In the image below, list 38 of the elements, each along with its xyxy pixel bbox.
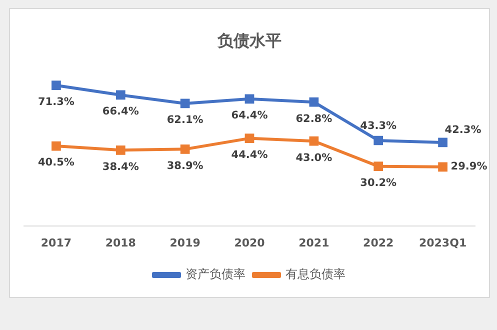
data-label: 30.2% bbox=[360, 177, 398, 190]
data-label: 40.5% bbox=[38, 156, 75, 169]
point bbox=[180, 144, 190, 154]
data-label: 29.9% bbox=[450, 160, 488, 173]
point bbox=[438, 138, 448, 148]
data-label: 43.3% bbox=[360, 120, 398, 132]
point bbox=[438, 162, 448, 172]
point bbox=[244, 134, 254, 144]
point bbox=[374, 136, 384, 146]
point bbox=[374, 162, 384, 171]
point bbox=[180, 98, 190, 108]
point bbox=[116, 145, 126, 155]
data-label: 43.0% bbox=[296, 152, 333, 164]
data-label: 62.1% bbox=[166, 114, 204, 126]
data-label: 62.8% bbox=[296, 112, 333, 125]
x-tick-label: 2021 bbox=[298, 236, 330, 250]
point bbox=[52, 80, 61, 90]
x-tick-label: 2018 bbox=[105, 236, 136, 250]
point bbox=[309, 97, 319, 107]
point bbox=[309, 136, 319, 146]
data-label: 64.4% bbox=[231, 110, 268, 122]
point bbox=[52, 141, 61, 151]
data-label: 38.4% bbox=[102, 160, 140, 173]
data-label: 44.4% bbox=[231, 149, 268, 162]
x-tick-label: 2023Q1 bbox=[418, 236, 467, 250]
point bbox=[116, 90, 126, 100]
data-label: 38.9% bbox=[166, 160, 204, 172]
x-tick-label: 2019 bbox=[170, 236, 200, 250]
point bbox=[244, 94, 254, 104]
data-label: 42.3% bbox=[444, 124, 482, 136]
legend-label: 有息负债率 bbox=[286, 267, 346, 282]
chart-title: 负债水平 bbox=[216, 30, 282, 50]
data-label: 66.4% bbox=[102, 106, 140, 118]
x-tick-label: 2022 bbox=[363, 236, 394, 250]
data-label: 71.3% bbox=[38, 96, 75, 108]
legend-label: 资产负债率 bbox=[186, 267, 246, 282]
x-tick-label: 2020 bbox=[234, 236, 266, 250]
x-tick-label: 2017 bbox=[40, 236, 72, 250]
